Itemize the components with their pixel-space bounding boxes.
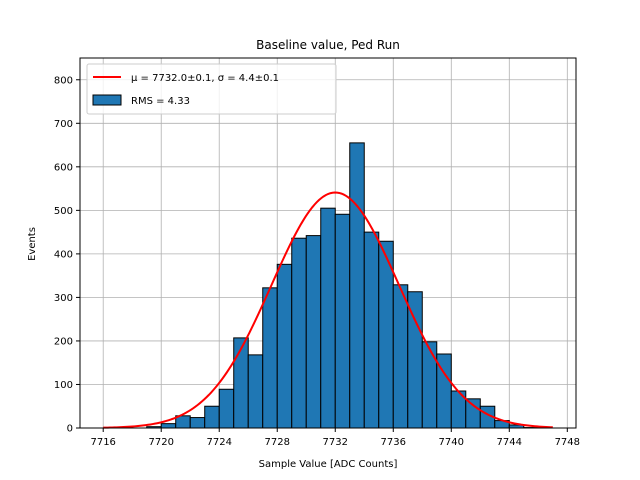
y-tick-label: 0 [67, 424, 73, 435]
histogram-bar [320, 207, 336, 429]
y-tick-label: 600 [54, 162, 73, 173]
x-tick-label: 7728 [265, 437, 290, 448]
histogram-bar [421, 341, 438, 429]
y-tick-label: 500 [54, 206, 73, 217]
legend-histogram-swatch [92, 94, 122, 106]
legend-histogram-label: RMS = 4.33 [131, 96, 190, 107]
histogram-bar [305, 235, 322, 429]
histogram-bar [291, 237, 307, 429]
chart-title: Baseline value, Ped Run [256, 38, 400, 52]
histogram-bar [407, 291, 423, 429]
x-tick-label: 7744 [497, 437, 522, 448]
x-tick-label: 7724 [207, 437, 232, 448]
y-tick-label: 100 [54, 380, 73, 391]
y-tick-label: 800 [54, 75, 73, 86]
x-tick-label: 7732 [323, 437, 348, 448]
axes [79, 57, 577, 429]
y-axis-label: Events [27, 227, 38, 261]
histogram-bar [465, 398, 481, 429]
legend-fit-label: μ = 7732.0±0.1, σ = 4.4±0.1 [131, 73, 279, 84]
histogram-bar [262, 287, 278, 429]
x-tick-label: 7748 [555, 437, 580, 448]
tick-marks: 7716 7720 7724 7728 7732 7736 7740 7744 7748 0 100… [54, 75, 580, 448]
histogram-bar [363, 231, 380, 429]
histogram-bars [146, 142, 539, 429]
histogram-bar [334, 213, 351, 429]
legend-frame [86, 63, 337, 115]
fit-curve-layer [103, 191, 553, 429]
x-tick-label: 7720 [148, 437, 173, 448]
histogram-bar [189, 417, 206, 429]
histogram-bar [160, 423, 177, 429]
histogram-bar [392, 284, 409, 429]
histogram-bar [349, 142, 365, 429]
x-axis-label: Sample Value [ADC Counts] [259, 459, 398, 470]
fit-curve [103, 191, 553, 429]
axes-frame [79, 57, 577, 429]
histogram-bar [233, 337, 249, 429]
x-tick-label: 7736 [381, 437, 406, 448]
x-tick-label: 7716 [90, 437, 115, 448]
y-tick-label: 300 [54, 293, 73, 304]
histogram-bar [204, 405, 220, 429]
histogram-bar [247, 354, 264, 429]
histogram-bar [218, 388, 235, 429]
legend: μ = 7732.0±0.1, σ = 4.4±0.1 RMS = 4.33 [86, 63, 337, 115]
histogram-bar [276, 263, 293, 429]
y-tick-label: 700 [54, 119, 73, 130]
y-tick-label: 200 [54, 336, 73, 347]
y-tick-label: 400 [54, 249, 73, 260]
x-tick-label: 7740 [439, 437, 464, 448]
